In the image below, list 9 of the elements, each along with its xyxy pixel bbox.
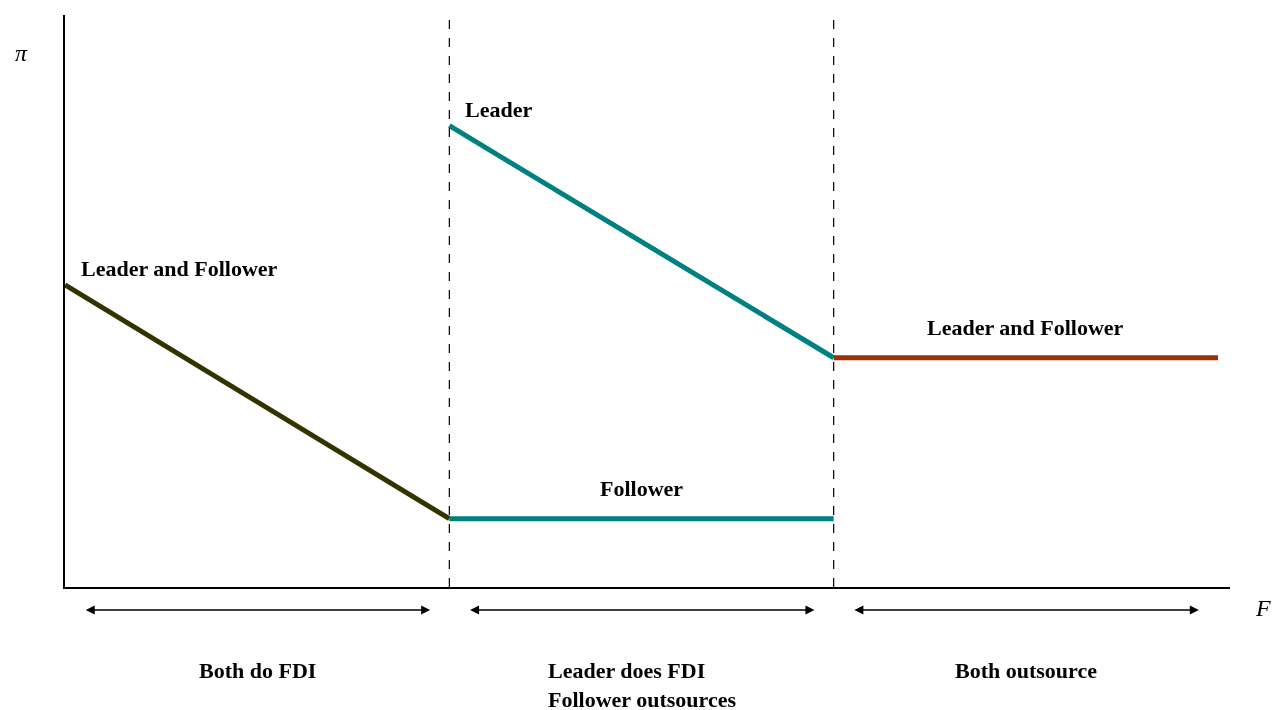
x-axis-title: F [1255,595,1271,621]
text: Both do FDI [199,658,317,683]
series-label: Follower [600,476,684,501]
series-label: Leader and Follower [81,256,278,281]
text: Leader does FDI Follower outsources [548,658,737,710]
y-axis-title: π [15,40,28,66]
series-label: Leader and Follower [927,315,1124,340]
text: Both outsource [955,658,1098,683]
series-label: Leader [465,97,533,122]
